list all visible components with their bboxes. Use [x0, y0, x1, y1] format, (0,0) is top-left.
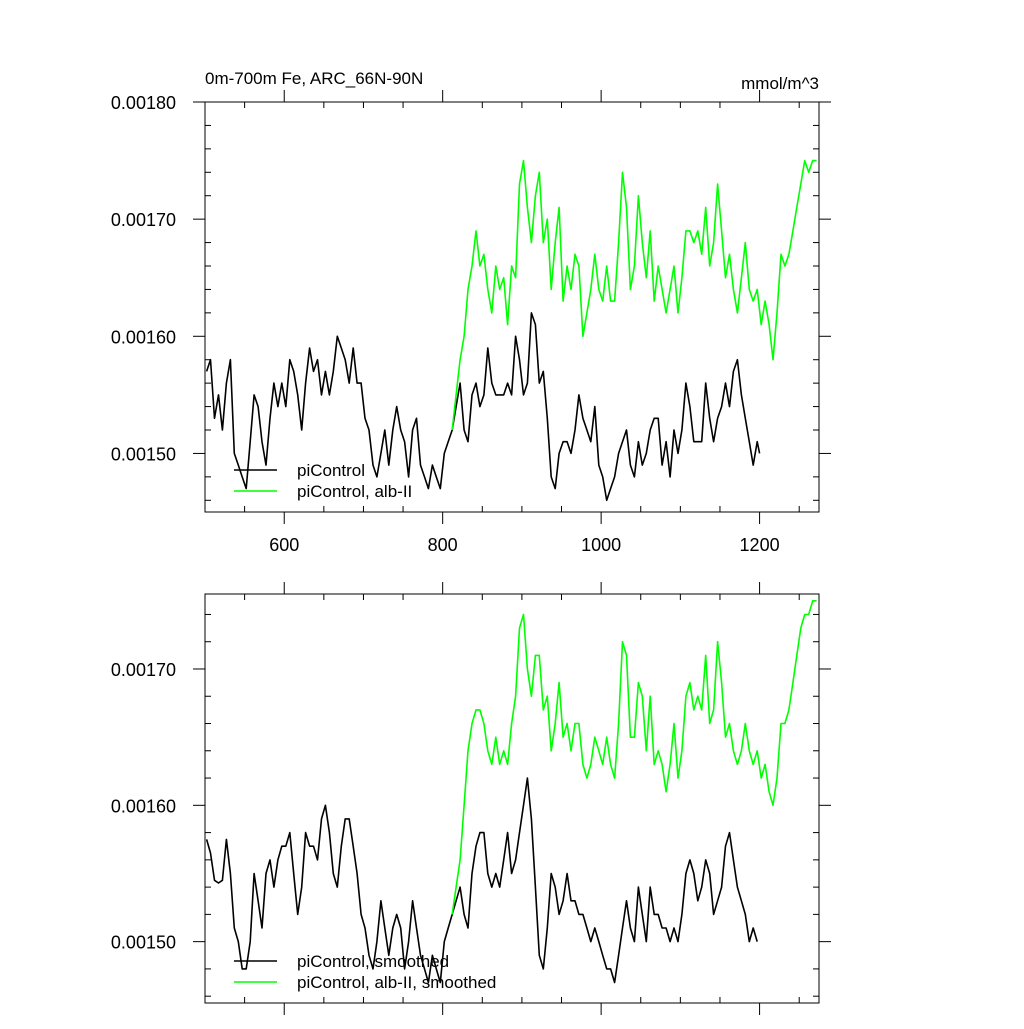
series-line	[451, 599, 817, 915]
legend-label: piControl	[297, 461, 365, 480]
y-tick-label: 0.00160	[111, 327, 176, 347]
units-label: mmol/m^3	[741, 74, 819, 93]
x-tick-label: 1200	[740, 535, 780, 555]
y-tick-label: 0.00150	[111, 933, 176, 953]
chart-title: 0m-700m Fe, ARC_66N-90N	[205, 69, 423, 88]
y-tick-label: 0.00150	[111, 444, 176, 464]
plot-frame	[204, 593, 820, 1004]
y-tick-label: 0.00160	[111, 796, 176, 816]
top-panel: 600 800 1000 1200 0.00150 0.00160 0.00170 0.001…	[111, 69, 831, 555]
y-tick-label: 0.00180	[111, 93, 176, 113]
plot-frame	[204, 101, 820, 513]
series-line	[205, 312, 761, 502]
legend-label: piControl, alb-II	[297, 482, 412, 501]
series-line	[451, 159, 817, 431]
y-tick-label: 0.00170	[111, 660, 176, 680]
x-tick-label: 1000	[581, 535, 621, 555]
y-tick-label: 0.00170	[111, 210, 176, 230]
x-tick-label: 800	[428, 535, 458, 555]
series-line	[205, 777, 758, 984]
legend-label: piControl, smoothed	[297, 952, 449, 971]
x-tick-label: 600	[269, 535, 299, 555]
bottom-panel: 0.00150 0.00160 0.00170 piControl, smoothed…	[111, 582, 831, 1015]
legend-label: piControl, alb-II, smoothed	[297, 973, 496, 992]
